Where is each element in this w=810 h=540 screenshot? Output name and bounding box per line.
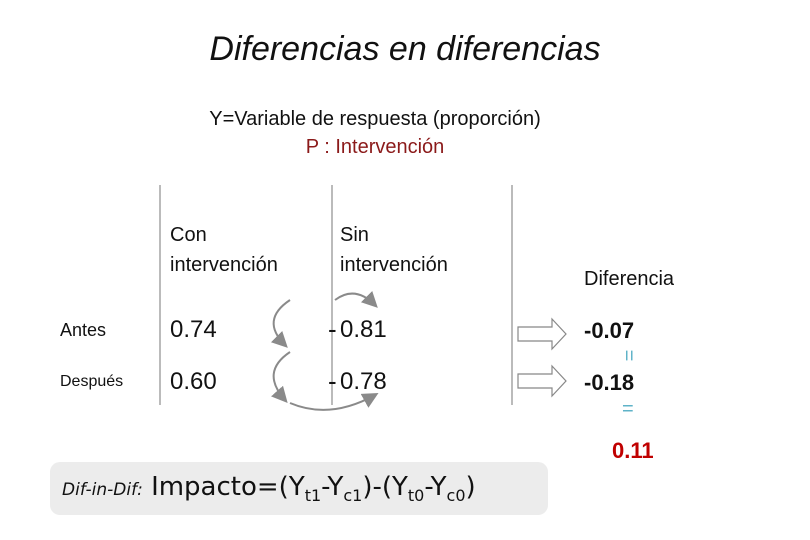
result: 0.11 [612, 438, 654, 463]
cell: 0.81 [340, 316, 387, 343]
column-header: Con intervención [170, 224, 278, 276]
formula-subscript: c1 [343, 486, 363, 506]
cell: 0.74 [170, 316, 217, 343]
subtitle: P : Intervención [305, 136, 445, 158]
curved-arrows [270, 290, 379, 411]
cell: 0.60 [170, 368, 217, 395]
difference: -0.07 [584, 318, 635, 343]
subtitle: Y=Variable de respuesta (proporción) [209, 108, 541, 130]
formula-text: )-(Y [362, 472, 408, 502]
formula-text: ) [465, 472, 476, 502]
title: Diferencias en diferencias [209, 30, 601, 68]
formula-subscript: t0 [407, 486, 425, 506]
column-header: Diferencia [584, 268, 675, 290]
column-header: Sin intervención [340, 224, 448, 276]
operator: = [622, 398, 634, 420]
operator: - [328, 366, 337, 396]
formula-text: -Y [424, 472, 447, 502]
operator: = [617, 349, 640, 362]
block-arrows [517, 317, 567, 398]
row-label: Después [60, 373, 124, 390]
formula-subscript: c0 [446, 486, 466, 506]
operator: - [328, 314, 337, 344]
formula-box [50, 462, 548, 515]
table-lines [159, 185, 513, 405]
formula-text: -Y [321, 472, 344, 502]
formula: Dif-in-Dif: Impacto=(Yt1-Yc1)-(Yt0-Yc0) [62, 472, 476, 505]
row-label: Antes [60, 320, 107, 340]
formula-label: Dif-in-Dif: [62, 480, 143, 500]
cell: 0.78 [340, 368, 387, 395]
formula-subscript: t1 [304, 486, 322, 506]
formula-text: Impacto=(Y [151, 472, 305, 502]
difference: -0.18 [584, 370, 635, 395]
